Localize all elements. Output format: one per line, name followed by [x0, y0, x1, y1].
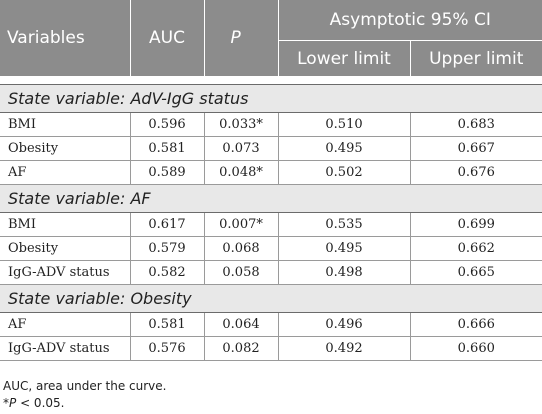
- cell-auc: 0.581: [130, 136, 205, 161]
- cell-auc: 0.579: [130, 236, 205, 261]
- header-lower-limit: Lower limit: [278, 40, 411, 77]
- cell-lower: 0.492: [278, 336, 411, 361]
- cell-lower: 0.495: [278, 136, 411, 161]
- header-ci: Asymptotic 95% CI: [278, 0, 542, 41]
- table-row: AF 0.589 0.048* 0.502 0.676: [0, 160, 542, 185]
- table-row: IgG-ADV status 0.582 0.058 0.498 0.665: [0, 260, 542, 285]
- cell-variable: BMI: [0, 212, 131, 237]
- header-subrow: Lower limit Upper limit: [0, 40, 542, 77]
- cell-variable: Obesity: [0, 236, 131, 261]
- cell-lower: 0.496: [278, 312, 411, 337]
- cell-upper: 0.662: [410, 236, 542, 261]
- table-row: BMI 0.596 0.033* 0.510 0.683: [0, 112, 542, 137]
- cell-lower: 0.502: [278, 160, 411, 185]
- cell-p: 0.073: [204, 136, 279, 161]
- header-upper-limit: Upper limit: [410, 40, 542, 77]
- footnote-p: P: [9, 396, 17, 410]
- cell-p: 0.058: [204, 260, 279, 285]
- footnote-abbreviation: AUC, area under the curve.: [3, 379, 167, 393]
- cell-lower: 0.510: [278, 112, 411, 137]
- cell-auc: 0.576: [130, 336, 205, 361]
- cell-upper: 0.660: [410, 336, 542, 361]
- cell-lower: 0.495: [278, 236, 411, 261]
- cell-auc: 0.589: [130, 160, 205, 185]
- results-table: Variables AUC P Asymptotic 95% CI Lower …: [0, 0, 542, 361]
- cell-p: 0.064: [204, 312, 279, 337]
- cell-auc: 0.596: [130, 112, 205, 137]
- section-title: State variable: AdV-IgG status: [0, 84, 542, 113]
- cell-p: 0.068: [204, 236, 279, 261]
- cell-variable: IgG-ADV status: [0, 260, 131, 285]
- cell-upper: 0.699: [410, 212, 542, 237]
- cell-p: 0.082: [204, 336, 279, 361]
- cell-variable: AF: [0, 312, 131, 337]
- header-p: P: [204, 0, 279, 77]
- header-variables: Variables: [0, 0, 131, 77]
- cell-variable: IgG-ADV status: [0, 336, 131, 361]
- footnote-threshold: < 0.05.: [16, 396, 65, 410]
- header-auc: AUC: [130, 0, 205, 77]
- footnote-significance: *P < 0.05.: [3, 395, 166, 412]
- cell-variable: BMI: [0, 112, 131, 137]
- cell-variable: AF: [0, 160, 131, 185]
- spacer: [0, 77, 542, 85]
- table-row: BMI 0.617 0.007* 0.535 0.699: [0, 212, 542, 237]
- footnote-star: *: [3, 396, 9, 410]
- cell-variable: Obesity: [0, 136, 131, 161]
- header-row: Variables AUC P Asymptotic 95% CI: [0, 0, 542, 77]
- cell-p: 0.048*: [204, 160, 279, 185]
- section-title: State variable: Obesity: [0, 284, 542, 313]
- cell-upper: 0.676: [410, 160, 542, 185]
- table-footnotes: AUC, area under the curve. *P < 0.05.: [3, 378, 166, 412]
- cell-lower: 0.535: [278, 212, 411, 237]
- cell-auc: 0.582: [130, 260, 205, 285]
- cell-auc: 0.617: [130, 212, 205, 237]
- cell-upper: 0.683: [410, 112, 542, 137]
- table-row: Obesity 0.581 0.073 0.495 0.667: [0, 136, 542, 161]
- cell-upper: 0.665: [410, 260, 542, 285]
- cell-upper: 0.667: [410, 136, 542, 161]
- table-row: Obesity 0.579 0.068 0.495 0.662: [0, 236, 542, 261]
- section-title: State variable: AF: [0, 184, 542, 213]
- table-row: AF 0.581 0.064 0.496 0.666: [0, 312, 542, 337]
- table-row: IgG-ADV status 0.576 0.082 0.492 0.660: [0, 336, 542, 361]
- cell-p: 0.033*: [204, 112, 279, 137]
- cell-p: 0.007*: [204, 212, 279, 237]
- cell-lower: 0.498: [278, 260, 411, 285]
- cell-auc: 0.581: [130, 312, 205, 337]
- cell-upper: 0.666: [410, 312, 542, 337]
